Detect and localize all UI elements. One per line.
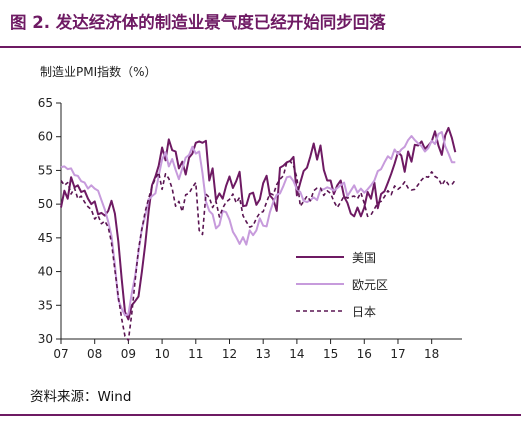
y-axis-ticks: 30 35 40 45 50 55 60 65 [38,96,61,346]
legend-label-us: 美国 [352,251,376,265]
legend-label-eurozone: 欧元区 [352,278,388,292]
x-tick-label: 10 [154,347,169,361]
title-rule [0,46,521,48]
y-tick-label: 45 [38,231,53,245]
y-axis-label: 制造业PMI指数（%） [40,64,157,79]
x-tick-label: 16 [357,347,372,361]
x-tick-label: 08 [87,347,102,361]
x-tick-label: 09 [121,347,136,361]
y-tick-label: 65 [38,96,53,110]
y-tick-label: 40 [38,265,53,279]
x-tick-label: 17 [390,347,405,361]
y-tick-label: 30 [38,332,53,346]
series-lines [60,126,457,342]
y-tick-label: 60 [38,130,53,144]
x-tick-label: 12 [222,347,237,361]
pmi-line-chart: 制造业PMI指数（%） 30 35 40 45 50 55 60 65 07 08 09 10 11 1… [38,64,462,361]
y-tick-label: 50 [38,197,53,211]
x-axis-ticks: 07 08 09 10 11 12 13 14 15 16 17 18 [53,339,439,361]
y-tick-label: 35 [38,298,53,312]
legend-label-japan: 日本 [352,305,376,319]
source-note: 资料来源：Wind [30,389,132,405]
series-line-japan [60,160,456,342]
x-tick-label: 11 [188,347,203,361]
x-tick-label: 18 [424,347,439,361]
series-line-eurozone [60,131,456,317]
x-tick-label: 15 [323,347,338,361]
bottom-rule [0,414,521,416]
figure-title: 图 2. 发达经济体的制造业景气度已经开始同步回落 [10,13,386,32]
y-tick-label: 55 [38,163,53,177]
x-tick-label: 14 [289,347,304,361]
x-tick-label: 07 [53,347,68,361]
x-tick-label: 13 [256,347,271,361]
